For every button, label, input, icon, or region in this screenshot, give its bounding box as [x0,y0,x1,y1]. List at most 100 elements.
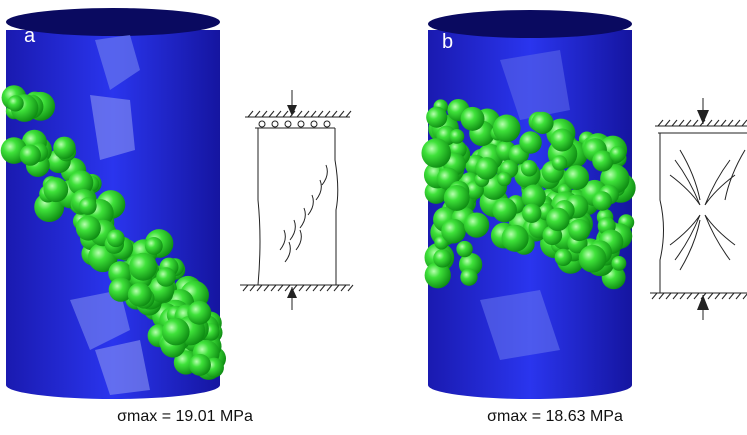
sphere [449,129,464,144]
hatch-line [666,293,671,299]
panel-label: a [24,25,36,47]
schematic-b [650,98,747,320]
sphere [568,219,590,241]
hatch-line [262,111,267,117]
sphere [129,253,157,281]
sphere [421,138,450,167]
caption: σmax = 18.63 MPa [487,408,623,425]
sphere [426,107,447,128]
hatch-line [665,120,670,126]
sphere [555,249,572,266]
hatch-line [299,285,304,291]
hatch-line [318,111,323,117]
sphere [492,198,517,223]
hatch-line [652,293,657,299]
hatch-line [297,111,302,117]
caption: σmax = 19.01 MPa [117,408,253,425]
sphere [460,269,477,286]
hatch-line [248,111,253,117]
figure: a b σmax = 19.01 MPa σmax [0,0,747,435]
hatch-line [742,120,747,126]
hatch-line [285,285,290,291]
hatch-line [334,285,339,291]
hatch-line [722,293,727,299]
sphere [76,216,101,241]
sphere [551,128,574,151]
sphere [521,160,537,176]
hatch-line [306,285,311,291]
hatch-line [687,293,692,299]
hatch-line [708,293,713,299]
sphere [461,107,485,131]
sphere [456,241,472,257]
sphere [53,137,75,159]
hatch-line [680,293,685,299]
sphere [145,237,163,255]
sphere [612,256,627,271]
sphere [187,301,211,325]
hatch-line [250,285,255,291]
sphere [522,204,541,223]
hatch-line [311,111,316,117]
hatch-line [736,293,741,299]
hatch-line [271,285,276,291]
hatch-line [255,111,260,117]
sphere [579,245,607,273]
sphere [433,249,451,267]
hatch-line [728,120,733,126]
sphere [43,177,68,202]
hatch-line [292,285,297,291]
hatch-line [264,285,269,291]
hatch-line [694,293,699,299]
hatch-line [276,111,281,117]
hatch-line [659,293,664,299]
hatch-line [243,285,248,291]
sphere [20,145,41,166]
hatch-line [707,120,712,126]
sphere [564,165,589,190]
panel-label: b [442,31,453,53]
figure-canvas: a b σmax = 19.01 MPa σmax [0,0,747,435]
sphere [592,191,611,210]
hatch-line [729,293,734,299]
hatch-line [332,111,337,117]
hatch-line [714,120,719,126]
sphere [502,225,529,252]
hatch-line [735,120,740,126]
sphere [552,155,567,170]
hatch-line [320,285,325,291]
hatch-line [257,285,262,291]
sphere [546,208,569,231]
sphere [107,230,125,248]
sphere [531,112,553,134]
sphere [7,95,23,111]
hatch-line [673,293,678,299]
sphere [497,172,511,186]
hatch-line [348,285,353,291]
sphere [464,212,489,237]
sphere [610,146,626,162]
hatch-line [679,120,684,126]
hatch-line [283,111,288,117]
hatch-line [339,111,344,117]
hatch-line [304,111,309,117]
hatch-line [715,293,720,299]
hatch-line [721,120,726,126]
schematic-a [240,90,351,310]
hatch-line [658,120,663,126]
sphere [475,157,498,180]
sphere [441,219,466,244]
hatch-line [278,285,283,291]
hatch-line [743,293,747,299]
hatch-line [672,120,677,126]
hatch-line [269,111,274,117]
hatch-line [313,285,318,291]
hatch-line [325,111,330,117]
sphere [444,185,470,211]
hatch-line [327,285,332,291]
sphere [156,267,176,287]
sphere [189,354,211,376]
hatch-line [341,285,346,291]
sphere [519,131,541,153]
hatch-line [693,120,698,126]
